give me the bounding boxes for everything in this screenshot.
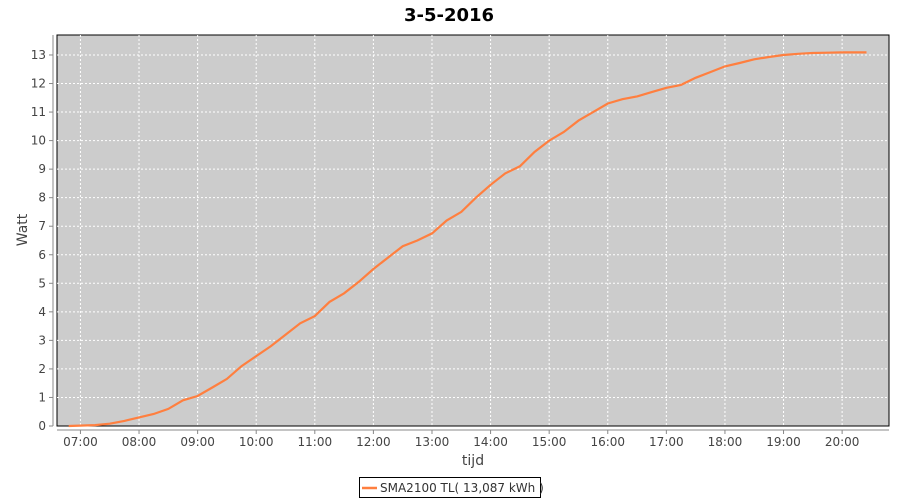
x-ticks: 07:00 08:00 09:00 10:00 11:00 12:00 13:00 14:00… xyxy=(63,430,859,449)
x-tick-label: 10:00 xyxy=(239,435,274,449)
y-tick-label: 13 xyxy=(31,48,46,62)
y-tick-label: 10 xyxy=(31,134,46,148)
series-line xyxy=(68,51,867,428)
x-tick-label: 11:00 xyxy=(298,435,333,449)
y-tick-label: 8 xyxy=(38,191,46,205)
x-tick-label: 07:00 xyxy=(63,435,98,449)
y-tick-label: 12 xyxy=(31,77,46,91)
x-tick-label: 08:00 xyxy=(122,435,157,449)
x-tick-label: 13:00 xyxy=(415,435,450,449)
y-axis-label: Watt xyxy=(15,213,31,246)
chart-title: 3-5-2016 xyxy=(404,5,494,26)
legend: SMA2100 TL( 13,087 kWh ) xyxy=(359,477,544,498)
y-tick-label: 1 xyxy=(38,390,46,404)
x-tick-label: 16:00 xyxy=(590,435,625,449)
x-axis-label: tijd xyxy=(462,453,484,469)
legend-label: SMA2100 TL( 13,087 kWh ) xyxy=(380,481,544,495)
x-tick-label: 12:00 xyxy=(356,435,391,449)
y-tick-label: 7 xyxy=(38,219,46,233)
y-tick-label: 6 xyxy=(38,248,46,262)
x-tick-label: 14:00 xyxy=(473,435,508,449)
y-tick-label: 0 xyxy=(38,419,46,433)
plot-area xyxy=(56,34,890,427)
x-tick-label: 17:00 xyxy=(649,435,684,449)
y-tick-label: 3 xyxy=(38,333,46,347)
x-tick-label: 15:00 xyxy=(532,435,567,449)
x-tick-label: 18:00 xyxy=(708,435,743,449)
x-tick-label: 09:00 xyxy=(180,435,215,449)
y-tick-label: 9 xyxy=(38,162,46,176)
y-tick-label: 11 xyxy=(31,105,46,119)
y-tick-label: 4 xyxy=(38,305,46,319)
grid xyxy=(57,35,889,426)
x-tick-label: 19:00 xyxy=(766,435,801,449)
x-tick-label: 20:00 xyxy=(825,435,860,449)
y-tick-label: 2 xyxy=(38,362,46,376)
legend-box xyxy=(359,477,541,498)
y-tick-label: 5 xyxy=(38,276,46,290)
